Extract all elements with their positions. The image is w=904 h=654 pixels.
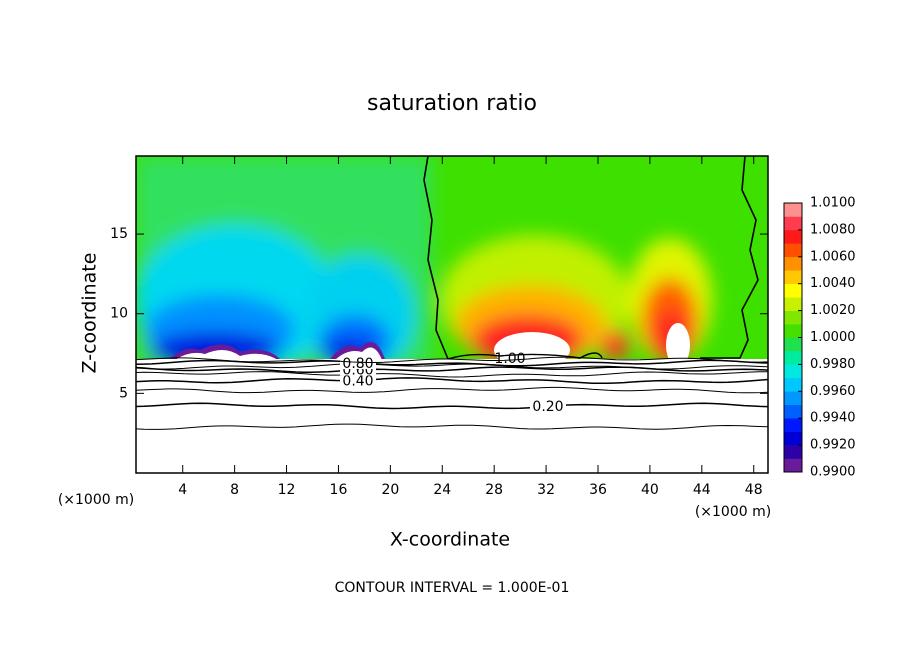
contour-line — [447, 352, 603, 360]
x-tick-label: 28 — [485, 482, 503, 498]
contour-line — [135, 366, 769, 373]
contour-line — [135, 377, 769, 385]
colorbar-tick-label: 1.0100 — [810, 196, 856, 211]
colorbar-band — [784, 243, 802, 258]
colorbar-band — [784, 458, 802, 473]
colorbar-tick-label: 0.9960 — [810, 384, 856, 399]
y-tick-label: 10 — [110, 306, 128, 322]
y-tick-label: 15 — [110, 226, 128, 242]
colorbar-band — [784, 256, 802, 271]
x-tick-label: 4 — [178, 482, 187, 498]
x-tick-label: 16 — [330, 482, 348, 498]
x-tick-label: 48 — [745, 482, 763, 498]
colorbar-band — [784, 310, 802, 325]
colorbar-band — [784, 377, 802, 392]
colorbar-band — [784, 203, 802, 217]
contour-line — [135, 423, 769, 430]
colorbar-tick-label: 1.0080 — [810, 222, 856, 237]
colorbar-band — [784, 337, 802, 352]
y-axis-label: Z-coordinate — [79, 253, 101, 374]
x-tick-label: 24 — [433, 482, 451, 498]
contour-line — [135, 386, 769, 394]
contour-label-bg — [530, 400, 566, 413]
x-tick-label: 44 — [693, 482, 711, 498]
colorbar-band — [784, 324, 802, 338]
colorbar-band — [784, 297, 802, 311]
contour-label-bg — [340, 374, 376, 387]
colorbar-tick-label: 0.9940 — [810, 411, 856, 426]
contour-label: 1.00 — [494, 351, 525, 367]
colorbar-band — [784, 283, 802, 298]
x-tick-label: 8 — [230, 482, 239, 498]
x-tick-label: 40 — [641, 482, 659, 498]
colorbar-band — [784, 216, 802, 231]
colorbar-tick-label: 0.9980 — [810, 357, 856, 372]
field — [136, 156, 768, 359]
colorbar-tick-label: 0.9920 — [810, 438, 856, 453]
x-unit-label: (×1000 m) — [58, 492, 134, 508]
y-tick-label: 5 — [119, 385, 128, 401]
x-tick-label: 12 — [278, 482, 296, 498]
colorbar-tick-label: 1.0000 — [810, 330, 856, 345]
colorbar-band — [784, 404, 802, 419]
footer-note: CONTOUR INTERVAL = 1.000E-01 — [335, 580, 570, 596]
x-tick-label: 36 — [589, 482, 607, 498]
colorbar-tick-label: 1.0040 — [810, 276, 856, 291]
colorbar-band — [784, 445, 802, 459]
colorbar-tick-label: 1.0060 — [810, 249, 856, 264]
contour-line — [700, 155, 759, 359]
contour-line — [423, 155, 449, 360]
contour-label-bg — [340, 357, 376, 370]
contour-label: 0.40 — [342, 374, 373, 390]
colorbar-band — [784, 418, 802, 432]
colorbar-band — [784, 391, 802, 406]
plot-frame — [135, 155, 769, 474]
chart-title: saturation ratio — [367, 91, 537, 116]
contour-label: 0.80 — [342, 356, 373, 372]
colorbar-tick-label: 0.9900 — [810, 465, 856, 480]
colorbar-band — [784, 270, 802, 284]
x-axis-label: X-coordinate — [390, 529, 510, 551]
colorbar-band — [784, 229, 802, 244]
contour-label: 0.20 — [532, 399, 563, 415]
colorbar-band — [784, 350, 802, 365]
contour-line — [135, 402, 769, 410]
contour-line — [135, 356, 769, 363]
contour-line — [135, 363, 769, 370]
x-unit-label: (×1000 m) — [695, 504, 771, 520]
colorbar-tick-label: 1.0020 — [810, 303, 856, 318]
x-tick-label: 20 — [381, 482, 399, 498]
colorbar-band — [784, 431, 802, 446]
colorbar-band — [784, 364, 802, 379]
x-tick-label: 32 — [537, 482, 555, 498]
contour-line — [135, 371, 768, 378]
